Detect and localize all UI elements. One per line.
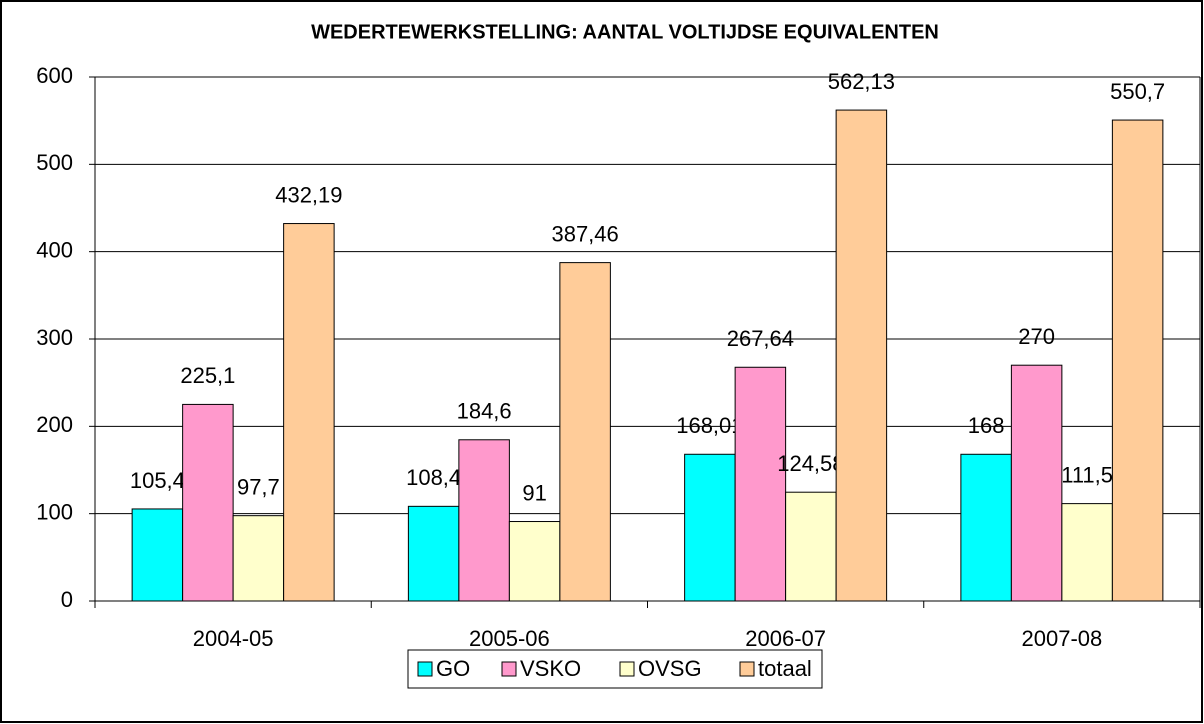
bar [283,223,335,602]
value-label: 270 [1018,324,1055,349]
bar [559,262,611,602]
bar [131,508,184,602]
legend-label: totaal [758,656,812,681]
y-tick-label: 200 [36,412,73,437]
value-label: 168 [968,413,1005,438]
bar [785,491,837,602]
value-label: 108,4 [406,465,461,490]
bar [835,109,888,602]
bar [1061,503,1113,602]
value-label: 105,4 [130,468,185,493]
bar [960,453,1012,602]
bar [232,515,285,602]
value-label: 91 [522,480,546,505]
value-label: 432,19 [275,182,342,207]
value-label: 184,6 [457,399,512,424]
bar [684,453,736,602]
value-label: 225,1 [180,363,235,388]
legend-swatch [739,661,755,677]
y-tick-label: 100 [36,499,73,524]
value-label: 267,64 [727,326,794,351]
x-tick-label: 2007-08 [1022,626,1103,651]
bar [1010,364,1063,602]
bar [182,403,234,602]
x-tick-label: 2005-06 [469,626,550,651]
value-label: 124,58 [777,451,844,476]
chart-title: WEDERTEWERKSTELLING: AANTAL VOLTIJDSE EQ… [311,21,939,43]
legend-label: VSKO [520,656,581,681]
bar [508,521,561,602]
legend-swatch [501,661,517,677]
legend-swatch [417,661,433,677]
value-label: 550,7 [1110,79,1165,104]
legend-label: OVSG [638,656,702,681]
x-tick-label: 2006-07 [745,626,826,651]
value-label: 168,01 [676,413,743,438]
legend-label: GO [436,656,470,681]
bar [407,505,460,602]
value-label: 111,5 [1061,462,1113,487]
y-tick-label: 300 [36,325,73,350]
bar [458,439,510,602]
bar [1111,119,1164,602]
value-label: 562,13 [828,69,895,94]
value-label: 387,46 [551,221,618,246]
legend-swatch [619,661,635,677]
y-tick-label: 400 [36,237,73,262]
y-tick-label: 600 [36,63,73,88]
y-tick-label: 500 [36,150,73,175]
legend-box [407,649,823,689]
bar [734,366,787,602]
y-tick-label: 0 [61,587,73,612]
value-label: 97,7 [237,474,280,499]
x-tick-label: 2004-05 [193,626,274,651]
